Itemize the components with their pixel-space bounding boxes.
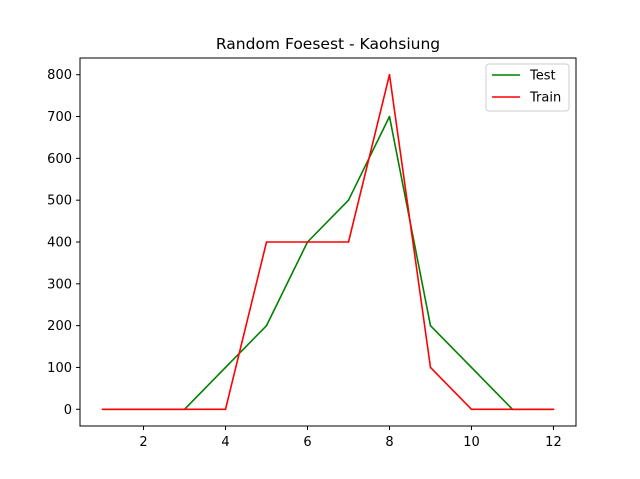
x-tick-label: 12 bbox=[545, 435, 562, 450]
data-point-test bbox=[347, 199, 350, 201]
data-point-train bbox=[142, 408, 145, 411]
legend: Test Train bbox=[485, 63, 570, 112]
y-axis: 0 100 200 300 400 500 600 700 800 bbox=[47, 68, 80, 418]
y-tick-label: 300 bbox=[47, 277, 72, 292]
y-tick-label: 800 bbox=[47, 68, 72, 83]
data-point-test bbox=[265, 324, 268, 327]
y-tick-label: 600 bbox=[47, 152, 72, 167]
data-point-test bbox=[470, 366, 473, 369]
series-line-test bbox=[102, 115, 554, 411]
series-line-train bbox=[102, 73, 554, 411]
y-tick-label: 200 bbox=[47, 319, 72, 334]
data-point-train bbox=[511, 408, 514, 411]
legend-label-test: Test bbox=[529, 69, 556, 84]
x-tick-label: 10 bbox=[463, 435, 480, 450]
plot-content bbox=[101, 73, 555, 411]
data-point-train bbox=[552, 408, 555, 411]
data-point-train bbox=[224, 408, 227, 411]
data-point-train bbox=[388, 73, 391, 76]
y-tick-label: 0 bbox=[64, 403, 72, 418]
x-tick-label: 6 bbox=[303, 435, 311, 450]
y-tick-label: 500 bbox=[47, 194, 72, 209]
data-point-train bbox=[470, 408, 473, 411]
data-point-train bbox=[265, 241, 268, 243]
data-point-test bbox=[429, 324, 432, 327]
x-axis: 2 4 6 8 10 12 bbox=[139, 426, 562, 450]
x-tick-label: 4 bbox=[221, 435, 229, 450]
y-tick-label: 700 bbox=[47, 110, 72, 125]
data-point-train bbox=[101, 408, 104, 411]
x-tick-label: 8 bbox=[385, 435, 393, 450]
data-point-test bbox=[388, 115, 391, 118]
y-tick-label: 100 bbox=[47, 361, 72, 376]
data-point-train bbox=[306, 241, 309, 243]
x-tick-label: 2 bbox=[139, 435, 147, 450]
data-point-train bbox=[429, 366, 432, 369]
data-point-train bbox=[183, 408, 186, 411]
data-point-test bbox=[224, 366, 227, 369]
chart-title: Random Foesest - Kaohsiung bbox=[216, 35, 440, 53]
data-point-train bbox=[347, 241, 350, 243]
legend-label-train: Train bbox=[529, 91, 561, 106]
y-tick-label: 400 bbox=[47, 236, 72, 251]
